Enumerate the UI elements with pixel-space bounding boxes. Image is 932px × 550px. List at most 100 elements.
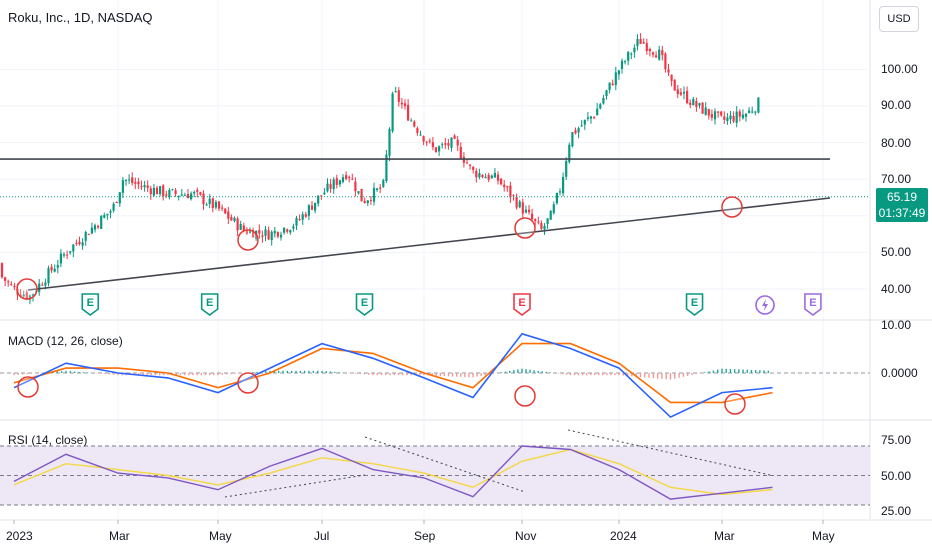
earnings-letter: E [87,297,94,309]
rsi-indicator[interactable] [0,429,870,506]
candle-body [754,111,757,113]
candle-body [512,195,515,197]
candle-body [258,230,261,234]
candle-body [496,174,500,181]
candle-body [425,141,428,143]
candle-body [651,52,655,55]
earnings-badge [804,293,822,316]
candle-body [732,115,735,122]
candle-body [757,97,760,113]
candle-body [574,130,577,134]
candle-body [109,211,112,213]
candle-body [376,188,379,190]
price-candles[interactable] [0,33,760,305]
candle-body [103,215,106,218]
candle-body [394,91,397,93]
macd-indicator[interactable] [0,332,870,419]
earnings-letter: E [809,297,816,309]
candle-body [66,254,69,256]
candle-body [689,102,692,105]
earnings-event-marker[interactable]: E [355,293,374,316]
candle-body [143,185,146,188]
candle-body [620,60,624,69]
candle-body [115,202,118,204]
candle-body [527,209,531,213]
candle-body [704,107,707,115]
candle-body [636,39,639,47]
candle-body [493,172,496,178]
candle-body [276,232,279,237]
candle-body [695,101,698,108]
candle-body [84,232,87,241]
candle-body [298,219,301,221]
candle-body [459,146,462,159]
candle-body [562,176,565,194]
macd-title[interactable]: MACD (12, 26, close) [8,334,123,348]
rsi-title[interactable]: RSI (14, close) [8,433,88,447]
candle-body [599,104,602,109]
candle-body [515,196,518,208]
candle-body [205,204,208,206]
candle-body [490,175,493,179]
earnings-event-marker[interactable]: E [81,293,100,316]
candle-body [549,210,552,220]
rsi-tick-50: 50.00 [881,469,912,483]
candle-body [329,184,332,189]
candle-body [137,181,140,185]
price-tick-100: 100.00 [881,62,918,76]
candle-body [146,185,149,188]
candle-body [357,191,360,194]
earnings-event-marker[interactable]: E [804,293,822,316]
candle-body [723,116,726,120]
candle-body [478,173,481,178]
candle-body [140,186,143,188]
symbol-title[interactable]: Roku, Inc., 1D, NASDAQ [8,10,153,25]
time-tick-2023: 2023 [6,529,33,543]
candle-body [227,211,230,219]
candle-body [667,69,670,73]
macd-signal-line [13,342,773,404]
time-tick-mar: Mar [109,529,130,543]
candle-body [202,193,205,205]
annotation-circle [237,372,259,394]
earnings-event-marker[interactable]: E [685,293,704,316]
candle-body [62,254,66,256]
candle-body [400,102,403,105]
candle-body [744,113,748,117]
candle-body [261,235,264,237]
macd-tick-10: 10.00 [881,318,912,332]
candle-body [348,176,351,179]
candle-body [540,223,543,230]
candle-body [608,82,611,90]
candle-body [335,178,338,185]
candle-body [190,193,193,200]
candle-body [72,244,75,252]
earnings-badge [200,293,219,316]
candle-body [503,184,506,188]
candle-body [441,144,444,146]
candle-body [363,200,366,203]
candle-body [686,90,689,103]
candle-body [475,170,478,178]
candle-body [196,189,199,192]
candle-body [38,283,41,292]
candle-body [602,97,605,104]
candle-body [310,205,314,210]
candle-body [320,195,323,197]
candle-body [531,213,534,220]
candle-body [481,174,484,178]
earnings-event-marker[interactable]: E [200,293,219,316]
candle-body [438,146,441,152]
candle-body [155,187,159,195]
candle-body [286,229,289,232]
candle-body [279,234,283,238]
candle-body [233,217,236,222]
candle-body [729,115,732,120]
earnings-event-marker[interactable]: E [513,293,531,316]
candle-body [428,140,431,142]
time-tick-sep: Sep [414,529,436,543]
candle-body [106,213,109,216]
currency-button[interactable]: USD [879,6,919,32]
